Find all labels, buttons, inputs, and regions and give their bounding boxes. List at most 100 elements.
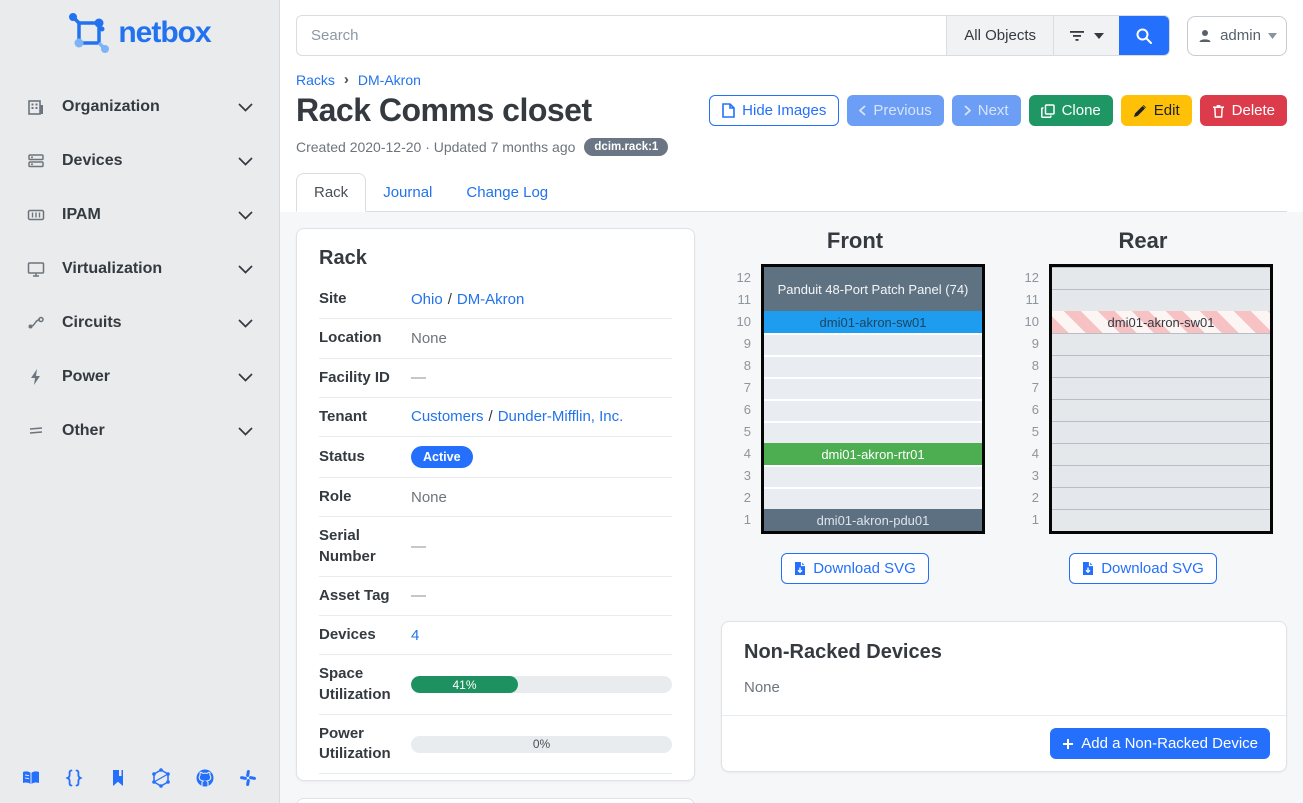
rack-device[interactable]: dmi01-akron-rtr01 bbox=[764, 443, 982, 465]
empty-unit-slot[interactable] bbox=[1052, 267, 1270, 289]
download-svg-rear-button[interactable]: Download SVG bbox=[1069, 553, 1217, 584]
unit-number: 12 bbox=[736, 270, 751, 285]
empty-unit-slot[interactable] bbox=[1052, 421, 1270, 443]
netbox-logo[interactable]: netbox bbox=[0, 0, 279, 58]
tab-journal[interactable]: Journal bbox=[383, 184, 433, 201]
attr-row-serial-number: Serial Number — bbox=[319, 517, 672, 577]
attr-row-devices: Devices 4 bbox=[319, 616, 672, 656]
site-link[interactable]: DM-Akron bbox=[456, 290, 525, 308]
download-svg-front-button[interactable]: Download SVG bbox=[781, 553, 929, 584]
site-region-link[interactable]: Ohio bbox=[411, 290, 443, 308]
chevron-down-icon bbox=[238, 102, 253, 112]
devices-count-link[interactable]: 4 bbox=[411, 626, 420, 644]
docs-book-icon[interactable] bbox=[18, 765, 44, 791]
tenant-group-link[interactable]: Customers bbox=[411, 408, 484, 426]
user-menu-button[interactable]: admin bbox=[1187, 15, 1287, 56]
empty-unit-slot[interactable] bbox=[764, 399, 982, 421]
unit-numbers: 12 11 10 9 8 7 6 5 4 3 2 1 bbox=[1013, 264, 1039, 534]
non-racked-devices-value: None bbox=[744, 679, 780, 696]
delete-button[interactable]: Delete bbox=[1199, 95, 1287, 126]
empty-unit-slot[interactable] bbox=[764, 465, 982, 487]
chevron-right-icon: › bbox=[343, 71, 349, 88]
attr-row-space-utilization: Space Utilization 41% bbox=[319, 655, 672, 715]
lines-icon bbox=[26, 421, 46, 441]
tab-change-log[interactable]: Change Log bbox=[466, 184, 549, 201]
empty-unit-slot[interactable] bbox=[1052, 487, 1270, 509]
empty-unit-slot[interactable] bbox=[764, 487, 982, 509]
add-non-racked-device-button[interactable]: Add a Non-Racked Device bbox=[1050, 728, 1270, 759]
sidebar-item-organization[interactable]: Organization bbox=[0, 80, 279, 134]
unit-number: 8 bbox=[743, 358, 751, 373]
search-scope-button[interactable]: All Objects bbox=[946, 16, 1053, 55]
edit-button[interactable]: Edit bbox=[1120, 95, 1192, 126]
tenant-link[interactable]: Dunder-Mifflin, Inc. bbox=[497, 408, 624, 426]
next-button[interactable]: Next bbox=[951, 95, 1021, 126]
rack-box: Panduit 48-Port Patch Panel (74) dmi01-ak… bbox=[761, 264, 985, 534]
chevron-down-icon bbox=[238, 210, 253, 220]
empty-unit-slot[interactable] bbox=[764, 421, 982, 443]
front-elevation-title: Front bbox=[826, 228, 884, 253]
rack-device[interactable]: Panduit 48-Port Patch Panel (74) bbox=[764, 267, 982, 311]
api-braces-icon[interactable] bbox=[61, 765, 87, 791]
rack-card-title: Rack bbox=[319, 247, 367, 269]
empty-unit-slot[interactable] bbox=[1052, 465, 1270, 487]
rear-elevation-title: Rear bbox=[1118, 228, 1168, 253]
netbox-logo-icon bbox=[68, 12, 110, 54]
page-header: All Objects bbox=[280, 0, 1303, 212]
unit-number: 2 bbox=[743, 490, 751, 505]
hide-images-button[interactable]: Hide Images bbox=[709, 95, 840, 126]
trash-icon bbox=[1212, 104, 1225, 118]
previous-button[interactable]: Previous bbox=[847, 95, 944, 126]
sidebar-item-other[interactable]: Other bbox=[0, 404, 279, 458]
empty-unit-slot[interactable] bbox=[1052, 355, 1270, 377]
rack-device[interactable]: dmi01-akron-sw01 bbox=[1052, 311, 1270, 333]
sidebar-item-devices[interactable]: Devices bbox=[0, 134, 279, 188]
bookmark-icon[interactable] bbox=[105, 765, 131, 791]
attr-row-facility-id: Facility ID — bbox=[319, 359, 672, 398]
unit-number: 8 bbox=[1031, 358, 1039, 373]
breadcrumb-racks-link[interactable]: Racks bbox=[296, 71, 335, 88]
empty-unit-slot[interactable] bbox=[1052, 399, 1270, 421]
empty-unit-slot[interactable] bbox=[1052, 289, 1270, 311]
image-file-icon bbox=[722, 103, 735, 118]
plus-icon bbox=[1062, 738, 1074, 750]
sidebar-item-virtualization[interactable]: Virtualization bbox=[0, 242, 279, 296]
ipam-counter-icon bbox=[26, 205, 46, 225]
search-submit-button[interactable] bbox=[1119, 16, 1169, 55]
empty-unit-slot[interactable] bbox=[1052, 509, 1270, 531]
search-filter-button[interactable] bbox=[1053, 16, 1119, 55]
created-updated-text: Created 2020-12-20 · Updated 7 months ag… bbox=[296, 139, 576, 155]
left-column: Rack Site Ohio / DM-Akron Location bbox=[296, 228, 695, 803]
clone-button[interactable]: Clone bbox=[1028, 95, 1113, 126]
github-icon[interactable] bbox=[192, 765, 218, 791]
empty-unit-slot[interactable] bbox=[764, 333, 982, 355]
search-input[interactable] bbox=[297, 16, 947, 55]
unit-number: 3 bbox=[1031, 468, 1039, 483]
sidebar-item-ipam[interactable]: IPAM bbox=[0, 188, 279, 242]
attr-row-status: Status Active bbox=[319, 437, 672, 478]
server-icon bbox=[26, 151, 46, 171]
graphql-icon[interactable] bbox=[148, 765, 174, 791]
unit-number: 1 bbox=[1031, 512, 1039, 527]
global-search-group: All Objects bbox=[296, 15, 1170, 56]
sidebar-item-circuits[interactable]: Circuits bbox=[0, 296, 279, 350]
sidebar-nav: Organization Devices IPAM bbox=[0, 80, 279, 458]
breadcrumb-site-link[interactable]: DM-Akron bbox=[357, 71, 421, 88]
empty-unit-slot[interactable] bbox=[764, 377, 982, 399]
empty-unit-slot[interactable] bbox=[1052, 377, 1270, 399]
empty-unit-slot[interactable] bbox=[1052, 443, 1270, 465]
empty-unit-slot[interactable] bbox=[764, 355, 982, 377]
building-icon bbox=[26, 97, 46, 117]
power-utilization-value: 0% bbox=[532, 737, 551, 751]
tab-rack[interactable]: Rack bbox=[296, 173, 367, 212]
sidebar-footer bbox=[0, 765, 279, 791]
empty-unit-slot[interactable] bbox=[1052, 333, 1270, 355]
rack-device[interactable]: dmi01-akron-pdu01 bbox=[764, 509, 982, 531]
slack-icon[interactable] bbox=[235, 765, 261, 791]
unit-number: 9 bbox=[1031, 336, 1039, 351]
rear-elevation: Rear 12 11 10 9 8 7 6 5 4 3 2 1 dmi01-akron-sw01 Do… bbox=[999, 228, 1287, 584]
content-area: Rack Site Ohio / DM-Akron Location bbox=[280, 212, 1303, 803]
sidebar-item-power[interactable]: Power bbox=[0, 350, 279, 404]
file-download-icon bbox=[794, 561, 806, 576]
rack-device[interactable]: dmi01-akron-sw01 bbox=[764, 311, 982, 333]
